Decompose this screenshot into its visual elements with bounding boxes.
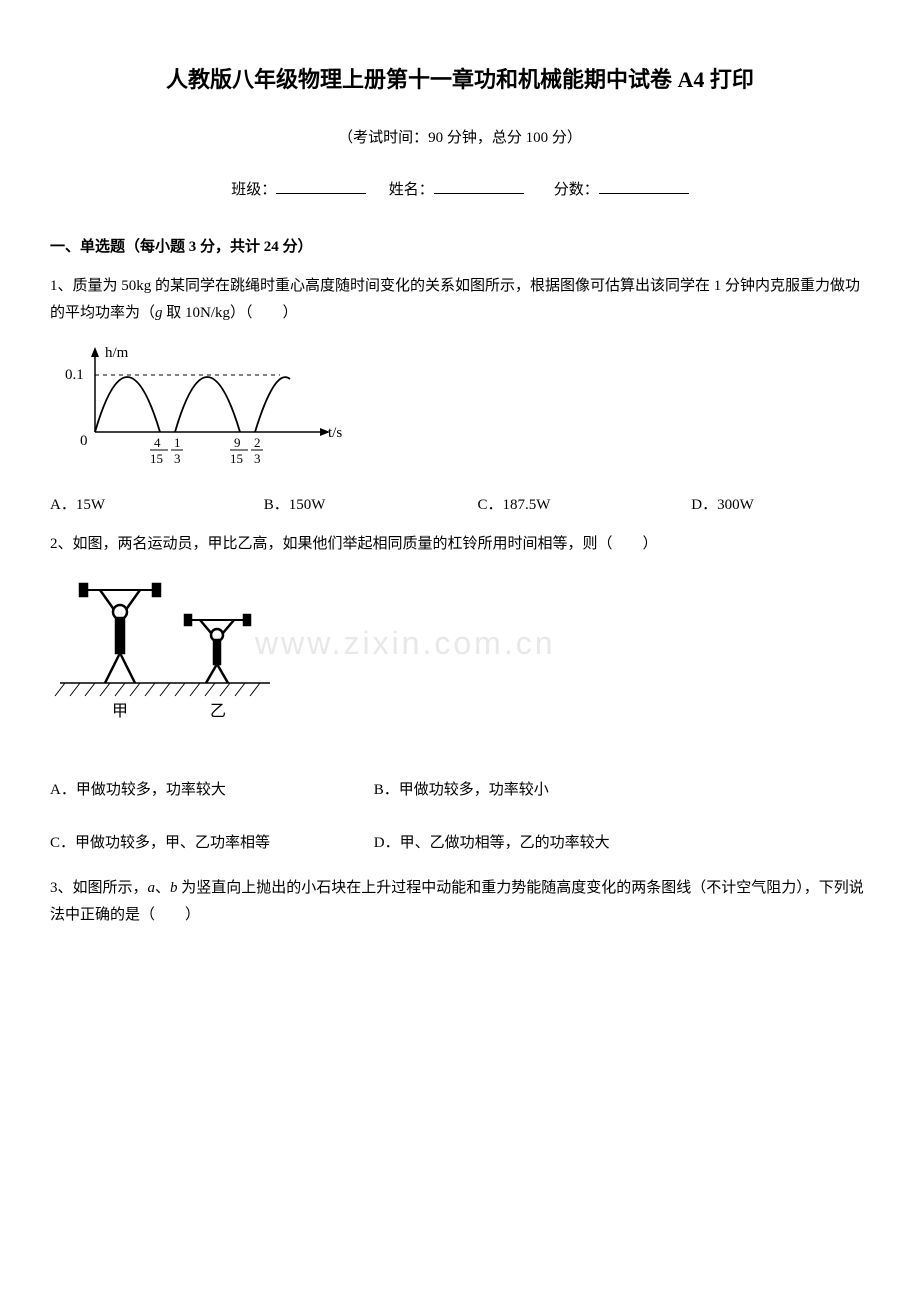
q1-ytick: 0.1 bbox=[65, 367, 84, 383]
svg-text:3: 3 bbox=[254, 451, 261, 466]
svg-text:2: 2 bbox=[254, 435, 261, 450]
q2-label-right: 乙 bbox=[210, 703, 226, 718]
q1-g-italic: g bbox=[155, 305, 163, 321]
q2-label-left: 甲 bbox=[112, 703, 128, 718]
blanks-row: 班级： 姓名： 分数： bbox=[50, 177, 870, 204]
name-blank bbox=[434, 179, 524, 194]
section-1-header: 一、单选题（每小题 3 分，共计 24 分） bbox=[50, 234, 870, 261]
q2-opt-c: C．甲做功较多，甲、乙功率相等 bbox=[50, 830, 370, 857]
q2-figure: 甲 乙 bbox=[50, 568, 870, 728]
svg-text:1: 1 bbox=[174, 435, 181, 450]
q1-xlabel: t/s bbox=[328, 425, 342, 441]
q2-opt-d: D．甲、乙做功相等，乙的功率较大 bbox=[374, 830, 694, 857]
q1-origin: 0 bbox=[80, 433, 88, 449]
q1-opt-c: C．187.5W bbox=[478, 492, 628, 519]
q1-text-after: 取 10N/kg）（ ） bbox=[163, 305, 298, 321]
page-title: 人教版八年级物理上册第十一章功和机械能期中试卷 A4 打印 bbox=[50, 60, 870, 100]
q1-text: 1、质量为 50kg 的某同学在跳绳时重心高度随时间变化的关系如图所示，根据图像… bbox=[50, 273, 870, 327]
q1-chart: h/m t/s 0.1 0 4 bbox=[50, 337, 870, 477]
q1-opt-a: A．15W bbox=[50, 492, 200, 519]
q1-opt-d: D．300W bbox=[691, 492, 754, 519]
class-blank bbox=[276, 179, 366, 194]
q2-opt-a: A．甲做功较多，功率较大 bbox=[50, 777, 370, 804]
q1-opt-b: B．150W bbox=[264, 492, 414, 519]
q2-text: 2、如图，两名运动员，甲比乙高，如果他们举起相同质量的杠铃所用时间相等，则（ ） bbox=[50, 531, 870, 558]
question-2: 2、如图，两名运动员，甲比乙高，如果他们举起相同质量的杠铃所用时间相等，则（ ） bbox=[50, 531, 870, 863]
class-label: 班级： bbox=[231, 182, 276, 198]
score-blank bbox=[599, 179, 689, 194]
q3-text: 3、如图所示，a、b 为竖直向上抛出的小石块在上升过程中动能和重力势能随高度变化… bbox=[50, 875, 870, 929]
question-3: 3、如图所示，a、b 为竖直向上抛出的小石块在上升过程中动能和重力势能随高度变化… bbox=[50, 875, 870, 929]
svg-text:3: 3 bbox=[174, 451, 181, 466]
exam-info: （考试时间：90 分钟，总分 100 分） bbox=[50, 125, 870, 152]
score-label: 分数： bbox=[554, 182, 599, 198]
svg-text:15: 15 bbox=[230, 451, 243, 466]
q1-options: A．15W B．150W C．187.5W D．300W bbox=[50, 492, 870, 519]
q3-t1: 3、如图所示， bbox=[50, 880, 148, 896]
svg-text:4: 4 bbox=[154, 435, 161, 450]
svg-text:15: 15 bbox=[150, 451, 163, 466]
name-label: 姓名： bbox=[389, 182, 434, 198]
q1-ylabel: h/m bbox=[105, 345, 129, 361]
q3-a-italic: a bbox=[148, 880, 156, 896]
svg-text:9: 9 bbox=[234, 435, 241, 450]
q3-t2: 、 bbox=[155, 880, 170, 896]
q2-opt-b: B．甲做功较多，功率较小 bbox=[374, 777, 694, 804]
question-1: 1、质量为 50kg 的某同学在跳绳时重心高度随时间变化的关系如图所示，根据图像… bbox=[50, 273, 870, 519]
q3-b-italic: b bbox=[170, 880, 178, 896]
q2-options: A．甲做功较多，功率较大 B．甲做功较多，功率较小 C．甲做功较多，甲、乙功率相… bbox=[50, 771, 870, 863]
